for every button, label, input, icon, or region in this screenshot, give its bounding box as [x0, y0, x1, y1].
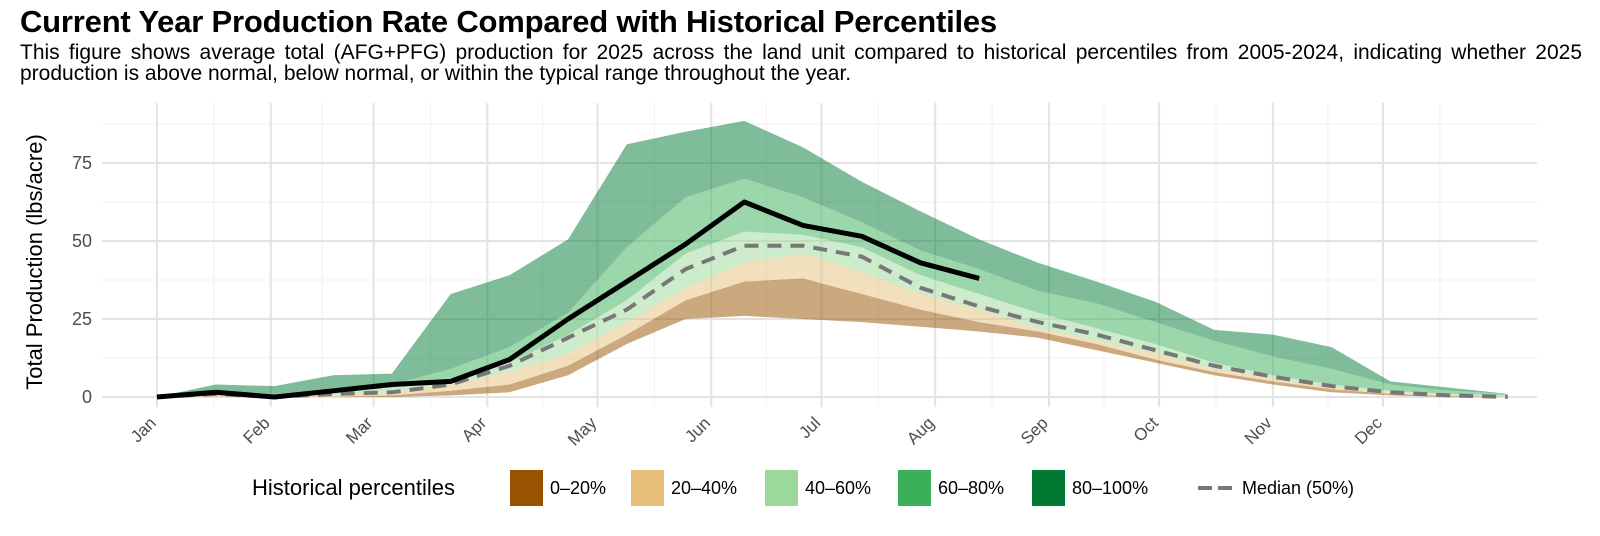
y-tick-label: 25 — [72, 309, 92, 329]
legend-label: Median (50%) — [1242, 478, 1354, 498]
legend-label: 20–40% — [671, 478, 737, 498]
x-tick-label: Nov — [1241, 413, 1276, 448]
legend-item-median: Median (50%) — [1198, 478, 1354, 498]
legend-swatch — [631, 470, 664, 506]
legend-item: 40–60% — [765, 470, 871, 506]
legend-item: 80–100% — [1032, 470, 1148, 506]
legend-swatch — [765, 470, 798, 506]
legend-swatch — [510, 470, 543, 506]
y-tick-label: 50 — [72, 231, 92, 251]
x-tick-label: Feb — [239, 413, 273, 447]
chart-title: Current Year Production Rate Compared wi… — [20, 4, 997, 39]
x-tick-label: Jan — [127, 413, 160, 446]
legend-label: 60–80% — [938, 478, 1004, 498]
legend-label: 0–20% — [550, 478, 606, 498]
y-axis-title: Total Production (lbs/acre) — [22, 134, 47, 390]
x-tick-label: May — [564, 413, 600, 449]
legend-item: 60–80% — [898, 470, 1004, 506]
x-tick-label: Jul — [795, 413, 824, 442]
legend-title: Historical percentiles — [252, 475, 455, 500]
legend-item: 0–20% — [510, 470, 606, 506]
grid — [102, 103, 1537, 407]
x-tick-labels: Jan Feb Mar Apr May Jun Jul Aug Sep Oct Nov Dec — [127, 413, 1386, 450]
x-tick-label: Oct — [1130, 413, 1162, 445]
x-tick-label: Jun — [681, 413, 714, 446]
x-tick-label: Dec — [1351, 413, 1386, 448]
legend-swatch — [898, 470, 931, 506]
legend-item: 20–40% — [631, 470, 737, 506]
band-80-100 — [157, 120, 1508, 398]
band-60-80 — [157, 178, 1508, 397]
legend-label: 40–60% — [805, 478, 871, 498]
band-0-20 — [157, 278, 1508, 397]
series-lines — [156, 199, 1508, 400]
x-tick-label: Sep — [1017, 413, 1052, 448]
x-tick-label: Mar — [342, 413, 376, 447]
y-tick-label: 75 — [72, 153, 92, 173]
legend-label: 80–100% — [1072, 478, 1148, 498]
legend: Historical percentiles 0–20% 20–40% 40–60% 6… — [252, 470, 1354, 506]
chart-subtitle: This figure shows average total (AFG+PFG… — [20, 41, 1582, 85]
x-tick-label: Apr — [458, 413, 490, 445]
band-20-40 — [157, 253, 1508, 397]
y-tick-labels: 0 25 50 75 — [72, 153, 92, 407]
x-tick-label: Aug — [903, 413, 938, 448]
median-line — [156, 243, 1508, 399]
y-tick-label: 0 — [82, 387, 92, 407]
legend-swatch — [1032, 470, 1065, 506]
current-year-line — [156, 199, 980, 400]
